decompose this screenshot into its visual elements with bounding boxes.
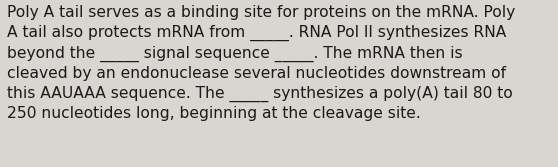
Text: Poly A tail serves as a binding site for proteins on the mRNA. Poly
A tail also : Poly A tail serves as a binding site for… (7, 5, 516, 121)
